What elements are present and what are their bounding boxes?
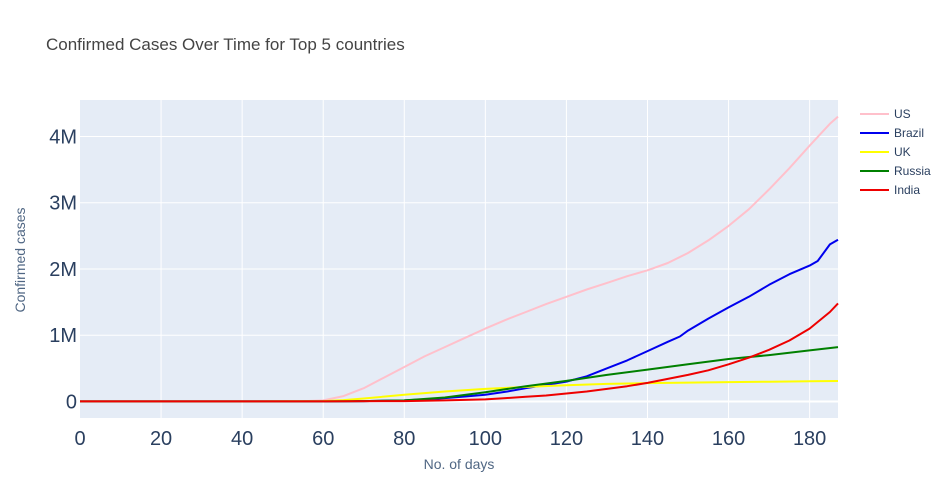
plot-area	[80, 100, 838, 418]
y-tick-label: 4M	[49, 126, 77, 148]
x-tick-label: 80	[393, 428, 415, 450]
x-tick-label: 40	[231, 428, 253, 450]
y-tick-label: 0	[66, 391, 77, 413]
series-line-us	[80, 115, 839, 403]
series-lines	[80, 115, 839, 403]
x-tick-label: 160	[712, 428, 745, 450]
y-tick-label: 1M	[49, 325, 77, 347]
y-tick-label: 3M	[49, 193, 77, 215]
legend: US Brazil UK Russia India	[860, 107, 931, 197]
legend-item-brazil[interactable]: Brazil	[860, 126, 924, 140]
legend-label: US	[894, 107, 911, 121]
legend-label: Brazil	[894, 126, 924, 140]
grid	[80, 100, 838, 418]
chart-title: Confirmed Cases Over Time for Top 5 coun…	[46, 35, 405, 54]
legend-item-us[interactable]: US	[860, 107, 911, 121]
x-tick-label: 100	[469, 428, 502, 450]
legend-item-uk[interactable]: UK	[860, 145, 911, 159]
legend-item-india[interactable]: India	[860, 183, 920, 197]
series-line-india	[80, 302, 839, 403]
y-tick-label: 2M	[49, 259, 77, 281]
legend-label: Russia	[894, 164, 931, 178]
x-tick-label: 140	[631, 428, 664, 450]
x-tick-label: 0	[74, 428, 85, 450]
legend-label: UK	[894, 145, 911, 159]
x-tick-label: 180	[793, 428, 826, 450]
x-axis-title: No. of days	[424, 456, 495, 472]
x-tick-label: 120	[550, 428, 583, 450]
legend-label: India	[894, 183, 920, 197]
y-axis-title: Confirmed cases	[12, 207, 28, 312]
x-tick-label: 20	[150, 428, 172, 450]
tick-labels: 0 20 40 60 80 100 120 140 160 180 0 1M 2M 3M 4M	[49, 126, 826, 450]
x-tick-label: 60	[312, 428, 334, 450]
legend-item-russia[interactable]: Russia	[860, 164, 931, 178]
